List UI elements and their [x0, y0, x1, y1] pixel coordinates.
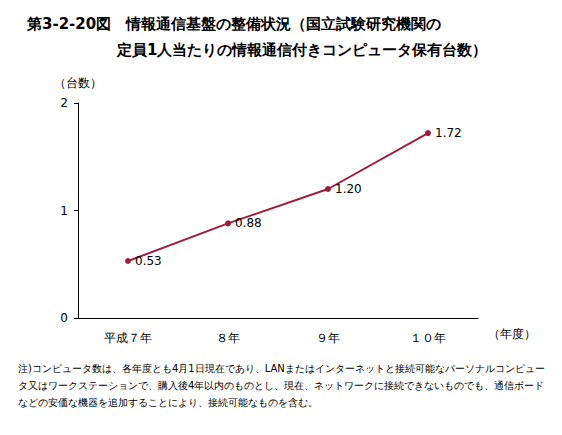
svg-text:0: 0 [60, 311, 68, 325]
svg-text:タ又はワークステーションで、購入後4年以内のものとし、現在、: タ又はワークステーションで、購入後4年以内のものとし、現在、ネットワークに接続で… [18, 380, 544, 391]
svg-text:0.53: 0.53 [135, 254, 162, 268]
svg-text:平成７年: 平成７年 [104, 331, 152, 345]
svg-text:定員1人当たりの情報通信付きコンピュータ保有台数）: 定員1人当たりの情報通信付きコンピュータ保有台数） [27, 41, 487, 59]
svg-text:2: 2 [60, 96, 68, 110]
svg-text:（年度）: （年度） [488, 327, 536, 341]
svg-text:1: 1 [60, 204, 68, 218]
svg-text:などの安価な機器を追加することにより、接続可能なものを含む。: などの安価な機器を追加することにより、接続可能なものを含む。 [18, 397, 318, 408]
svg-text:0.88: 0.88 [235, 216, 262, 230]
svg-text:第3-2-20図 情報通信基盤の整備状況（国立試験研究機関の: 第3-2-20図 情報通信基盤の整備状況（国立試験研究機関の [26, 15, 441, 33]
svg-text:１０年: １０年 [410, 331, 446, 345]
svg-text:1.20: 1.20 [335, 182, 362, 196]
svg-text:注)コンピュータ数は、各年度とも4月1日現在であり、LANま: 注)コンピュータ数は、各年度とも4月1日現在であり、LANまたはインターネットと… [18, 363, 545, 374]
svg-text:（台数）: （台数） [54, 76, 102, 90]
svg-text:1.72: 1.72 [435, 126, 462, 140]
svg-text:８年: ８年 [216, 331, 240, 345]
svg-text:９年: ９年 [316, 331, 340, 345]
